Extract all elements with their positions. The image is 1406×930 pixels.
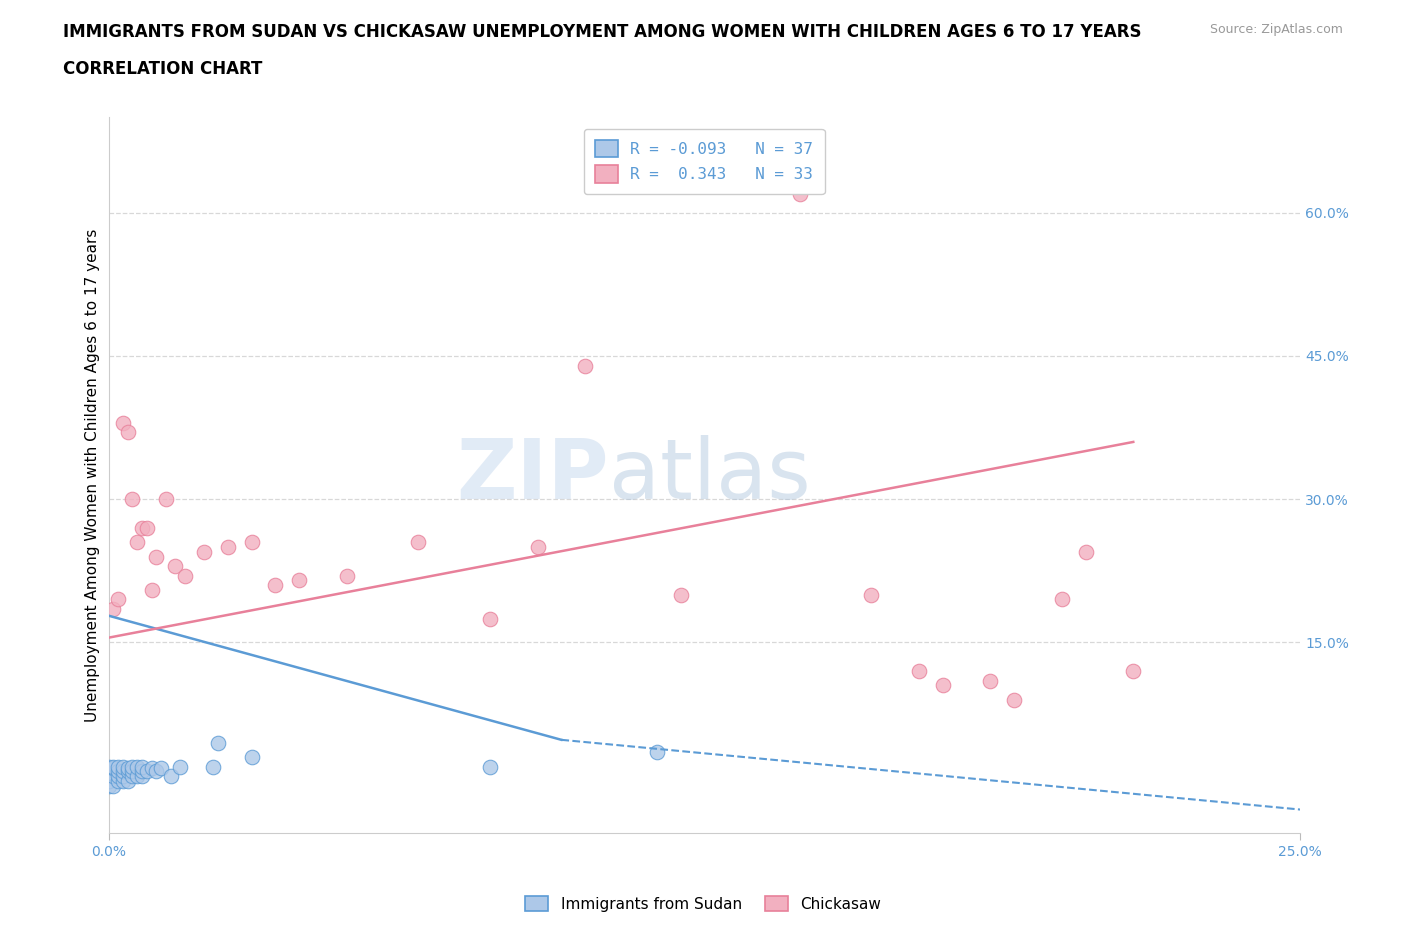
Point [121, 492, 143, 507]
Point [111, 416, 134, 431]
Point [217, 539, 239, 554]
Point [131, 521, 153, 536]
Point [288, 573, 311, 588]
Point [107, 592, 129, 607]
Point [165, 559, 187, 574]
Point [103, 769, 125, 784]
Point [135, 521, 157, 536]
Legend: R = -0.093   N = 37, R =  0.343   N = 33: R = -0.093 N = 37, R = 0.343 N = 33 [583, 129, 824, 194]
Point [141, 761, 163, 776]
Point [107, 774, 129, 789]
Point [111, 764, 134, 778]
Point [135, 764, 157, 778]
Legend: Immigrants from Sudan, Chickasaw: Immigrants from Sudan, Chickasaw [519, 889, 887, 918]
Point [97, 778, 120, 793]
Point [169, 759, 191, 774]
Point [117, 761, 139, 776]
Point [907, 664, 929, 679]
Point [121, 759, 143, 774]
Point [1122, 664, 1144, 679]
Y-axis label: Unemployment Among Women with Children Ages 6 to 17 years: Unemployment Among Women with Children A… [86, 229, 100, 722]
Point [103, 602, 125, 617]
Point [103, 759, 125, 774]
Point [1050, 592, 1073, 607]
Point [1002, 692, 1025, 707]
Point [150, 761, 173, 776]
Point [155, 492, 177, 507]
Point [264, 578, 287, 592]
Point [207, 736, 229, 751]
Point [97, 774, 120, 789]
Point [107, 764, 129, 778]
Point [145, 549, 167, 564]
Point [117, 774, 139, 789]
Point [145, 764, 167, 778]
Point [103, 778, 125, 793]
Text: atlas: atlas [609, 435, 811, 516]
Point [574, 358, 596, 373]
Point [979, 673, 1001, 688]
Point [103, 761, 125, 776]
Point [931, 678, 953, 693]
Point [121, 764, 143, 778]
Point [173, 568, 195, 583]
Text: ZIP: ZIP [457, 435, 609, 516]
Point [127, 759, 149, 774]
Point [202, 759, 225, 774]
Point [526, 539, 548, 554]
Point [645, 745, 668, 760]
Point [111, 769, 134, 784]
Point [789, 186, 811, 201]
Point [117, 764, 139, 778]
Point [478, 611, 501, 626]
Text: IMMIGRANTS FROM SUDAN VS CHICKASAW UNEMPLOYMENT AMONG WOMEN WITH CHILDREN AGES 6: IMMIGRANTS FROM SUDAN VS CHICKASAW UNEMP… [63, 23, 1142, 41]
Point [117, 425, 139, 440]
Text: Source: ZipAtlas.com: Source: ZipAtlas.com [1209, 23, 1343, 36]
Point [107, 769, 129, 784]
Point [240, 535, 263, 550]
Point [193, 544, 215, 559]
Point [131, 764, 153, 778]
Point [141, 582, 163, 597]
Point [240, 750, 263, 764]
Point [1074, 544, 1097, 559]
Point [111, 759, 134, 774]
Point [478, 759, 501, 774]
Text: CORRELATION CHART: CORRELATION CHART [63, 60, 263, 78]
Point [127, 769, 149, 784]
Point [111, 774, 134, 789]
Point [159, 769, 181, 784]
Point [860, 587, 883, 602]
Point [97, 759, 120, 774]
Point [131, 769, 153, 784]
Point [669, 587, 692, 602]
Point [107, 759, 129, 774]
Point [408, 535, 430, 550]
Point [131, 759, 153, 774]
Point [127, 535, 149, 550]
Point [336, 568, 359, 583]
Point [121, 769, 143, 784]
